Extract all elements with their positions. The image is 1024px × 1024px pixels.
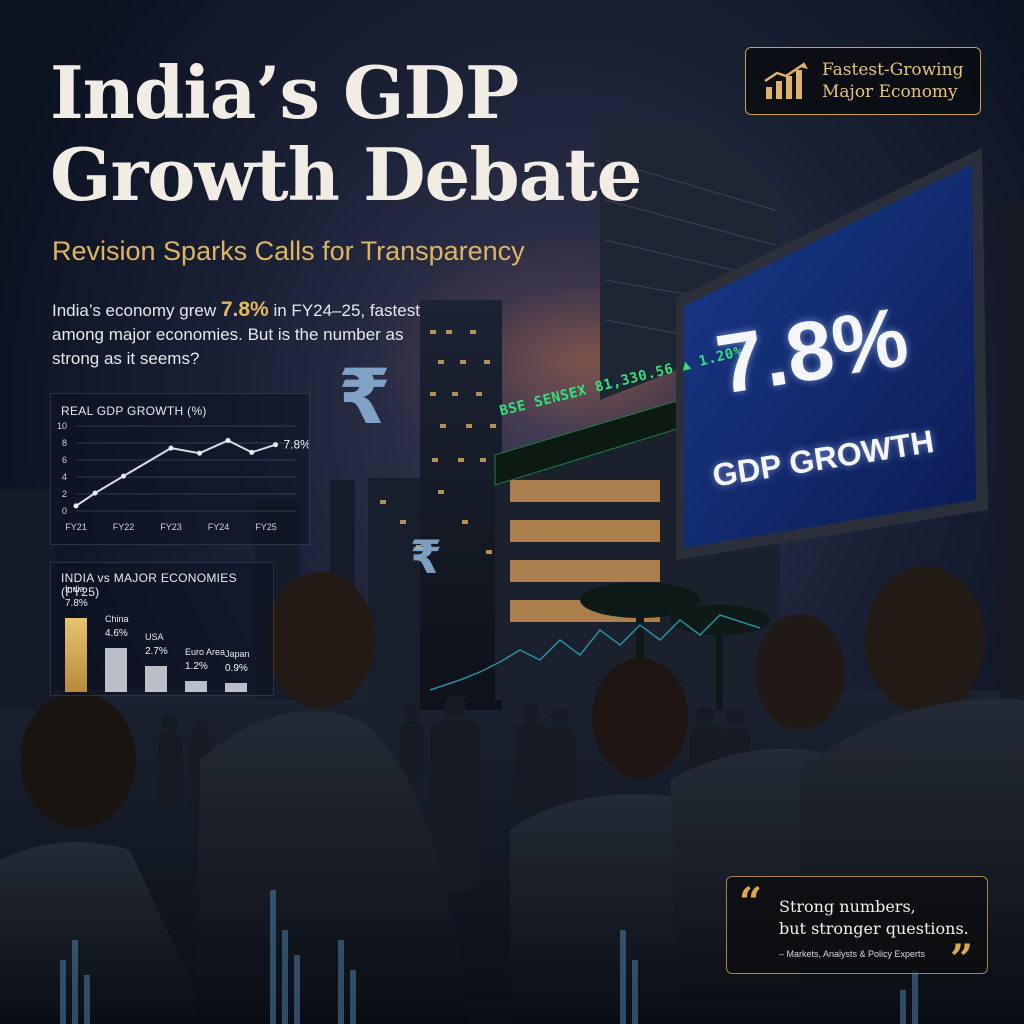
title-line: India’s GDP [50, 50, 519, 135]
title-line: Growth Debate [50, 132, 642, 217]
data-point [168, 445, 174, 451]
bar-india [65, 618, 87, 692]
intro-text: in FY24–25, fastest among major economie… [52, 301, 420, 368]
rupee-icon: ₹ [338, 352, 391, 441]
y-tick-label: 4 [62, 472, 67, 482]
quote-line: but stronger questions. [779, 919, 969, 938]
right-building [1000, 200, 1024, 700]
billboard-value: 7.8% [710, 289, 914, 412]
data-point [197, 450, 202, 456]
page-title: India’s GDP Growth Debate [50, 50, 642, 217]
bar-category-label: USA [145, 632, 164, 643]
series-line [75, 439, 276, 507]
distant-building [0, 490, 55, 710]
bar-category-label: China [105, 614, 129, 625]
data-point [225, 437, 231, 443]
quote-line: Strong numbers, [779, 897, 916, 916]
bar-category-label: India [65, 584, 85, 594]
intro-text: India’s economy grew [52, 301, 221, 320]
digital-bars [60, 890, 918, 1024]
intro-highlight: 7.8% [220, 298, 269, 321]
x-tick-label: FY25 [255, 522, 277, 532]
x-tick-label: FY23 [160, 522, 182, 532]
billboard: 7.8% GDP GROWTH [688, 168, 970, 526]
x-tick-label: FY21 [65, 522, 87, 532]
bar-usa [145, 666, 167, 692]
line-chart-plot: 0 2 4 6 8 10 FY21 FY22 FY23 FY24 FY25 7.8% [57, 421, 310, 532]
data-point [121, 473, 126, 479]
trend-wave [429, 614, 761, 691]
subtitle: Revision Sparks Calls for Transparency [52, 236, 525, 266]
bar-value-label: 4.6% [105, 628, 128, 640]
billboard-screen [684, 164, 976, 548]
bar-category-label: Japan [225, 649, 250, 660]
bar-value-label: 1.2% [185, 660, 208, 672]
background-crowd [158, 695, 750, 890]
intro-paragraph: India’s economy grew 7.8% in FY24–25, fa… [52, 298, 432, 371]
data-point [249, 449, 255, 455]
x-tick-label: FY24 [208, 522, 230, 532]
close-quote-icon: ” [949, 936, 973, 983]
badge-line: Major Economy [822, 82, 958, 102]
y-tick-label: 0 [62, 506, 67, 516]
quote-attribution: – Markets, Analysts & Policy Experts [779, 949, 926, 959]
rupee-icon: ₹ [410, 530, 443, 584]
bar-category-label: Euro Area [185, 646, 226, 657]
data-point [92, 490, 98, 496]
bar-japan [225, 683, 247, 692]
billboard-label: GDP GROWTH [710, 423, 937, 494]
bar-value-label: 0.9% [225, 663, 248, 675]
y-tick-label: 6 [62, 455, 67, 465]
badge-line: Fastest-Growing [822, 60, 964, 80]
tower-windows [380, 330, 496, 554]
open-quote-icon: “ [739, 879, 763, 926]
bar-value-label: 2.7% [145, 646, 168, 658]
office-windows [510, 480, 660, 622]
economy-badge: Fastest-Growing Major Economy [745, 47, 981, 115]
economies-bar-chart: INDIA vs MAJOR ECONOMIES (FY25) India 7.8… [50, 562, 274, 696]
y-tick-label: 8 [62, 438, 67, 448]
bar-china [105, 648, 127, 692]
gdp-line-chart: REAL GDP GROWTH (%) 0 2 4 6 8 10 FY21 FY22 FY23 F… [50, 393, 310, 545]
badge-text: Fastest-Growing Major Economy [822, 59, 963, 103]
x-tick-label: FY22 [113, 522, 135, 532]
data-point [273, 442, 278, 448]
chart-title: INDIA vs MAJOR ECONOMIES (FY25) [61, 571, 237, 599]
tower-building [420, 300, 502, 710]
chart-title: REAL GDP GROWTH (%) [61, 404, 207, 418]
bar-euro-area [185, 680, 207, 692]
bar-value-label: 7.8% [65, 598, 88, 609]
palm-trees [580, 582, 770, 710]
y-tick-label: 2 [62, 489, 67, 499]
data-point [73, 503, 79, 509]
quote-card: “ Strong numbers, but stronger questions… [726, 876, 988, 983]
growth-chart-icon [764, 62, 808, 99]
y-tick-label: 10 [57, 421, 67, 431]
end-value-label: 7.8% [284, 438, 310, 452]
